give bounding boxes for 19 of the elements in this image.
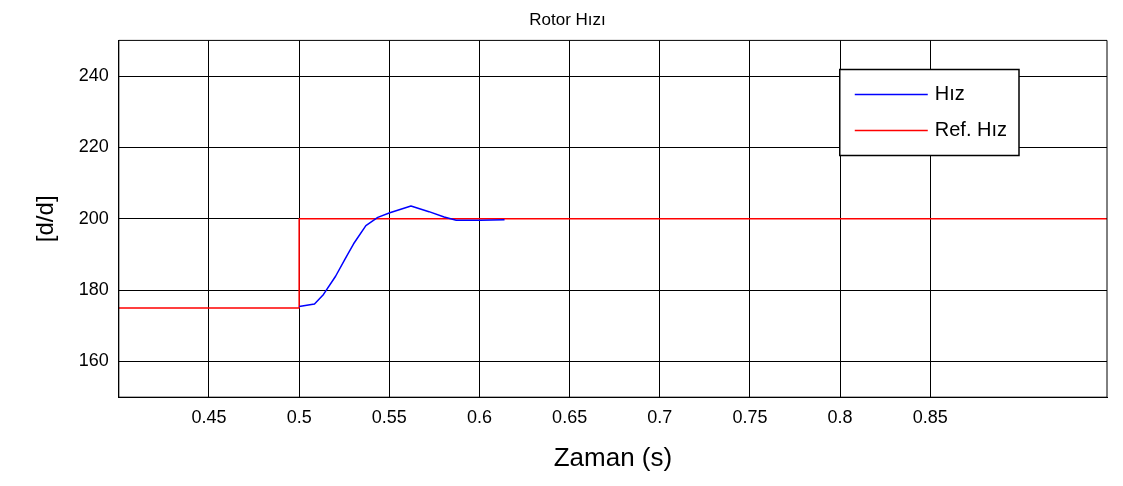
x-tick-label: 0.8	[827, 406, 853, 427]
x-axis-title: Zaman (s)	[553, 441, 673, 472]
legend-label: Ref. Hız	[934, 117, 1008, 140]
x-tick-label: 0.6	[466, 406, 492, 427]
x-tick-label: 0.45	[191, 406, 227, 427]
legend-label: Hız	[934, 81, 965, 104]
chart-title: Rotor Hızı	[529, 9, 606, 29]
x-tick-label: 0.75	[732, 406, 768, 427]
x-tick-label: 0.65	[552, 406, 588, 427]
y-tick-label: 200	[78, 207, 109, 228]
x-tick-label: 0.7	[647, 406, 673, 427]
y-tick-label: 180	[78, 279, 109, 300]
x-tick-label: 0.55	[371, 406, 407, 427]
y-axis-title: [d/d]	[31, 195, 59, 243]
y-tick-label: 160	[78, 350, 109, 371]
y-tick-label: 220	[78, 136, 109, 157]
x-tick-label: 0.5	[286, 406, 312, 427]
y-tick-label: 240	[78, 65, 109, 86]
x-tick-label: 0.85	[912, 406, 948, 427]
